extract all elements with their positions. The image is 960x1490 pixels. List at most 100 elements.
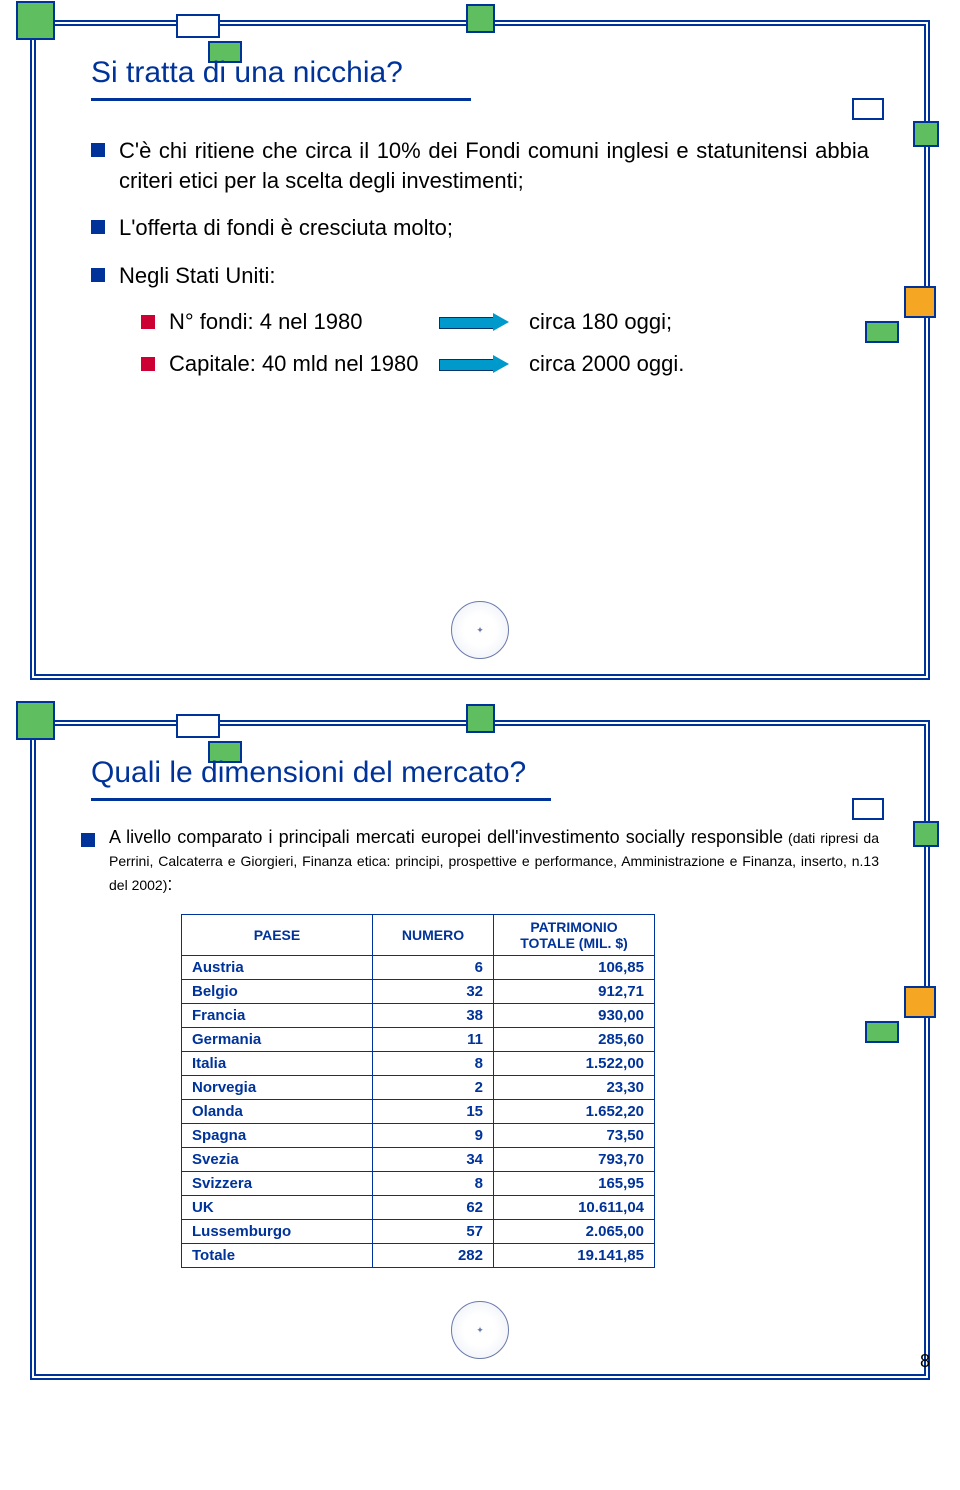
cell-val: 793,70 <box>494 1148 655 1172</box>
cell-num: 62 <box>373 1196 494 1220</box>
deco-box <box>16 1 55 40</box>
cell-country: Austria <box>182 956 373 980</box>
table-header-row: PAESE NUMERO PATRIMONIO TOTALE (MIL. $) <box>182 915 655 956</box>
deco-box <box>852 798 884 820</box>
cell-country: Svezia <box>182 1148 373 1172</box>
table-row: Olanda151.652,20 <box>182 1100 655 1124</box>
cell-num: 8 <box>373 1172 494 1196</box>
bullet-icon <box>91 220 105 234</box>
cell-num: 57 <box>373 1220 494 1244</box>
th-country: PAESE <box>182 915 373 956</box>
cell-val: 23,30 <box>494 1076 655 1100</box>
cell-val: 106,85 <box>494 956 655 980</box>
intro-tail: : <box>167 874 172 894</box>
cell-val: 165,95 <box>494 1172 655 1196</box>
cell-country: Italia <box>182 1052 373 1076</box>
deco-box <box>176 714 220 738</box>
cell-country: UK <box>182 1196 373 1220</box>
cell-num: 34 <box>373 1148 494 1172</box>
deco-box <box>852 98 884 120</box>
cell-val: 912,71 <box>494 980 655 1004</box>
sub-result: circa 180 oggi; <box>529 309 672 335</box>
slide-body: C'è chi ritiene che circa il 10% dei Fon… <box>91 136 869 393</box>
bullet-icon <box>91 268 105 282</box>
cell-country: Germania <box>182 1028 373 1052</box>
slide-2: Quali le dimensioni del mercato? A livel… <box>30 720 930 1380</box>
table-row: Belgio32912,71 <box>182 980 655 1004</box>
market-table: PAESE NUMERO PATRIMONIO TOTALE (MIL. $) … <box>181 914 655 1268</box>
cell-country: Totale <box>182 1244 373 1268</box>
deco-box <box>16 701 55 740</box>
cell-num: 38 <box>373 1004 494 1028</box>
cell-val: 1.652,20 <box>494 1100 655 1124</box>
table-row: Svizzera8165,95 <box>182 1172 655 1196</box>
cell-val: 930,00 <box>494 1004 655 1028</box>
sub-label: N° fondi: 4 nel 1980 <box>169 309 439 335</box>
cell-num: 11 <box>373 1028 494 1052</box>
slide-title: Si tratta di una nicchia? <box>91 56 403 90</box>
cell-country: Spagna <box>182 1124 373 1148</box>
bullet-icon <box>91 143 105 157</box>
cell-country: Belgio <box>182 980 373 1004</box>
slide-1: Si tratta di una nicchia? C'è chi ritien… <box>30 20 930 680</box>
th-num: NUMERO <box>373 915 494 956</box>
cell-country: Olanda <box>182 1100 373 1124</box>
bullet-icon <box>81 833 95 847</box>
bullet-item: L'offerta di fondi è cresciuta molto; <box>91 213 869 243</box>
arrow-icon <box>439 315 509 329</box>
table-row: UK6210.611,04 <box>182 1196 655 1220</box>
sub-list: N° fondi: 4 nel 1980 circa 180 oggi; Cap… <box>141 309 869 377</box>
table-total-row: Totale28219.141,85 <box>182 1244 655 1268</box>
bullet-item: C'è chi ritiene che circa il 10% dei Fon… <box>91 136 869 195</box>
table-row: Lussemburgo572.065,00 <box>182 1220 655 1244</box>
table-row: Svezia34793,70 <box>182 1148 655 1172</box>
seal-icon: ✦ <box>451 601 509 659</box>
table-row: Norvegia223,30 <box>182 1076 655 1100</box>
intro-lead: A livello comparato i principali mercati… <box>109 827 783 847</box>
bullet-icon <box>141 315 155 329</box>
cell-val: 285,60 <box>494 1028 655 1052</box>
bullet-text: Negli Stati Uniti: <box>119 261 869 291</box>
cell-num: 9 <box>373 1124 494 1148</box>
table-row: Austria6106,85 <box>182 956 655 980</box>
deco-box <box>913 121 939 147</box>
sub-label: Capitale: 40 mld nel 1980 <box>169 351 439 377</box>
cell-num: 6 <box>373 956 494 980</box>
cell-country: Norvegia <box>182 1076 373 1100</box>
cell-val: 2.065,00 <box>494 1220 655 1244</box>
table-row: Spagna973,50 <box>182 1124 655 1148</box>
bullet-item: Negli Stati Uniti: <box>91 261 869 291</box>
cell-val: 19.141,85 <box>494 1244 655 1268</box>
cell-country: Lussemburgo <box>182 1220 373 1244</box>
th-val: PATRIMONIO TOTALE (MIL. $) <box>494 915 655 956</box>
bullet-item: A livello comparato i principali mercati… <box>81 826 879 896</box>
table-row: Francia38930,00 <box>182 1004 655 1028</box>
arrow-icon <box>439 357 509 371</box>
bullet-text: C'è chi ritiene che circa il 10% dei Fon… <box>119 136 869 195</box>
title-underline <box>91 798 551 801</box>
cell-num: 282 <box>373 1244 494 1268</box>
bullet-text: L'offerta di fondi è cresciuta molto; <box>119 213 869 243</box>
cell-num: 32 <box>373 980 494 1004</box>
sub-item: N° fondi: 4 nel 1980 circa 180 oggi; <box>141 309 869 335</box>
table-row: Italia81.522,00 <box>182 1052 655 1076</box>
sub-item: Capitale: 40 mld nel 1980 circa 2000 ogg… <box>141 351 869 377</box>
title-underline <box>91 98 471 101</box>
slide-title: Quali le dimensioni del mercato? <box>91 756 526 790</box>
cell-val: 1.522,00 <box>494 1052 655 1076</box>
slide-body: A livello comparato i principali mercati… <box>81 826 879 1268</box>
cell-num: 15 <box>373 1100 494 1124</box>
cell-val: 73,50 <box>494 1124 655 1148</box>
deco-box <box>904 286 936 318</box>
sub-result: circa 2000 oggi. <box>529 351 684 377</box>
page-number: 8 <box>920 1351 930 1372</box>
deco-box <box>865 321 899 343</box>
cell-country: Francia <box>182 1004 373 1028</box>
cell-val: 10.611,04 <box>494 1196 655 1220</box>
bullet-icon <box>141 357 155 371</box>
deco-box <box>466 704 495 733</box>
table-row: Germania11285,60 <box>182 1028 655 1052</box>
deco-box <box>176 14 220 38</box>
cell-num: 8 <box>373 1052 494 1076</box>
intro-text: A livello comparato i principali mercati… <box>109 826 879 896</box>
